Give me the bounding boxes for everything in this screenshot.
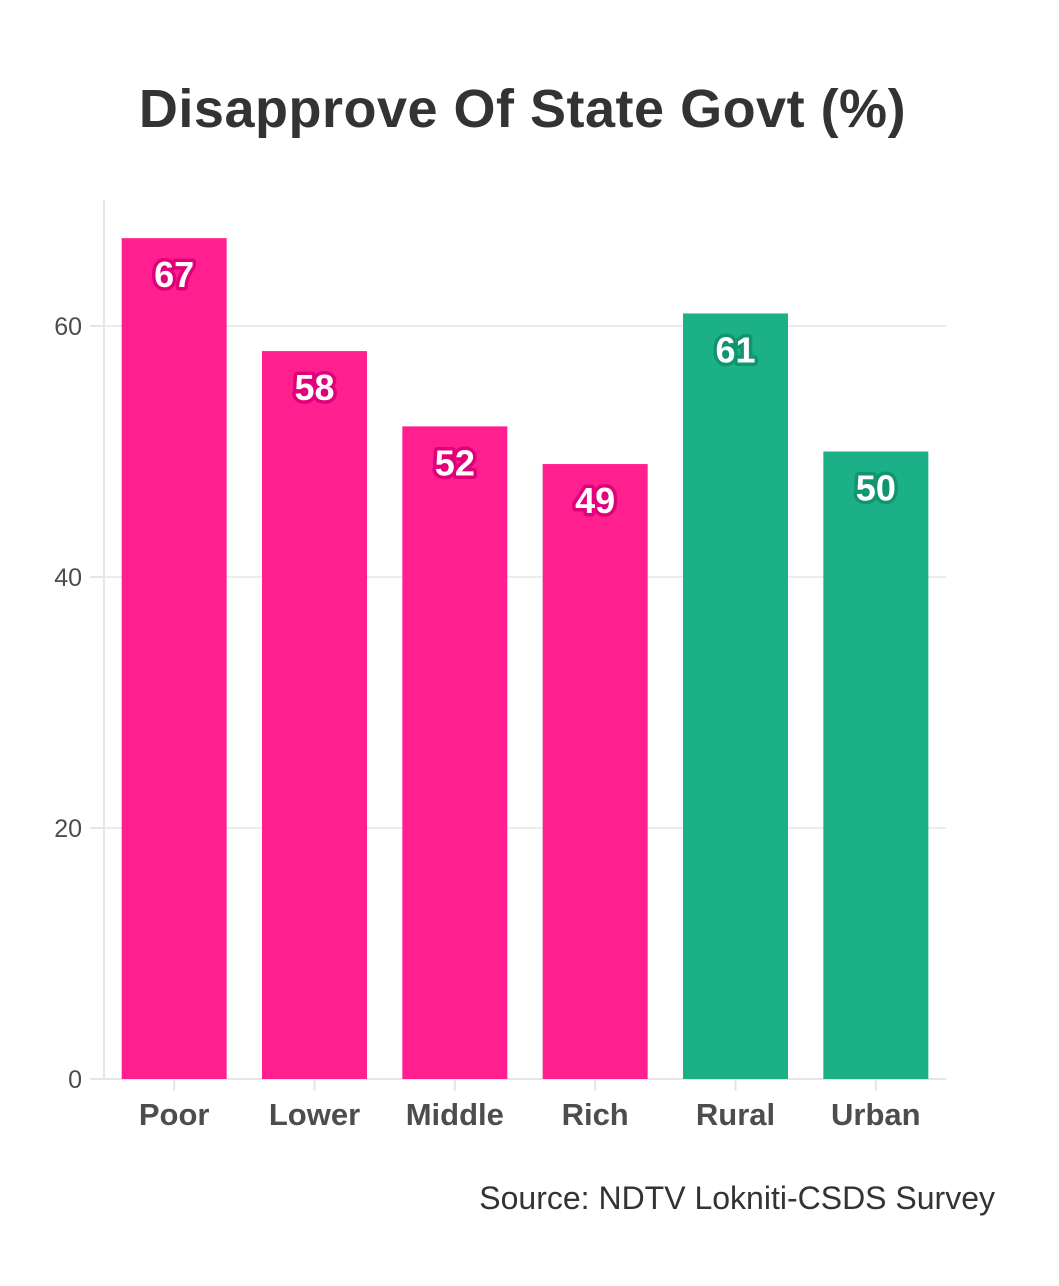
data-label: 50 [856,468,896,509]
data-label: 67 [154,254,194,295]
x-tick-label: Urban [831,1097,921,1132]
bar [121,238,227,1079]
bar [823,451,929,1079]
y-tick-label: 20 [54,815,82,843]
bar [402,426,508,1079]
x-tick-label: Rural [696,1097,775,1132]
x-tick-label: Lower [269,1097,360,1132]
data-label: 61 [715,329,755,370]
x-tick-label: Rich [562,1097,629,1132]
bar [683,313,788,1079]
data-label: 49 [575,480,615,521]
y-tick-label: 0 [68,1066,82,1094]
data-label: 52 [435,442,475,483]
y-tick-label: 40 [54,564,82,592]
x-tick-label: Middle [406,1097,504,1132]
chart-title: Disapprove Of State Govt (%) [138,79,907,139]
bar [542,464,648,1079]
data-label: 58 [294,367,334,408]
tick-labels: 0 20 40 60 Poor Lower Middle Rich Rural Urban [54,313,920,1132]
y-tick-label: 60 [54,313,82,341]
x-tick-label: Poor [139,1097,210,1132]
source-note: Source: NDTV Lokniti-CSDS Survey [479,1180,995,1216]
data-labels: 67 58 52 49 61 50 [151,251,900,525]
axes [90,200,946,1091]
grid-lines [104,325,946,829]
bar [262,351,367,1080]
bars [121,238,929,1080]
